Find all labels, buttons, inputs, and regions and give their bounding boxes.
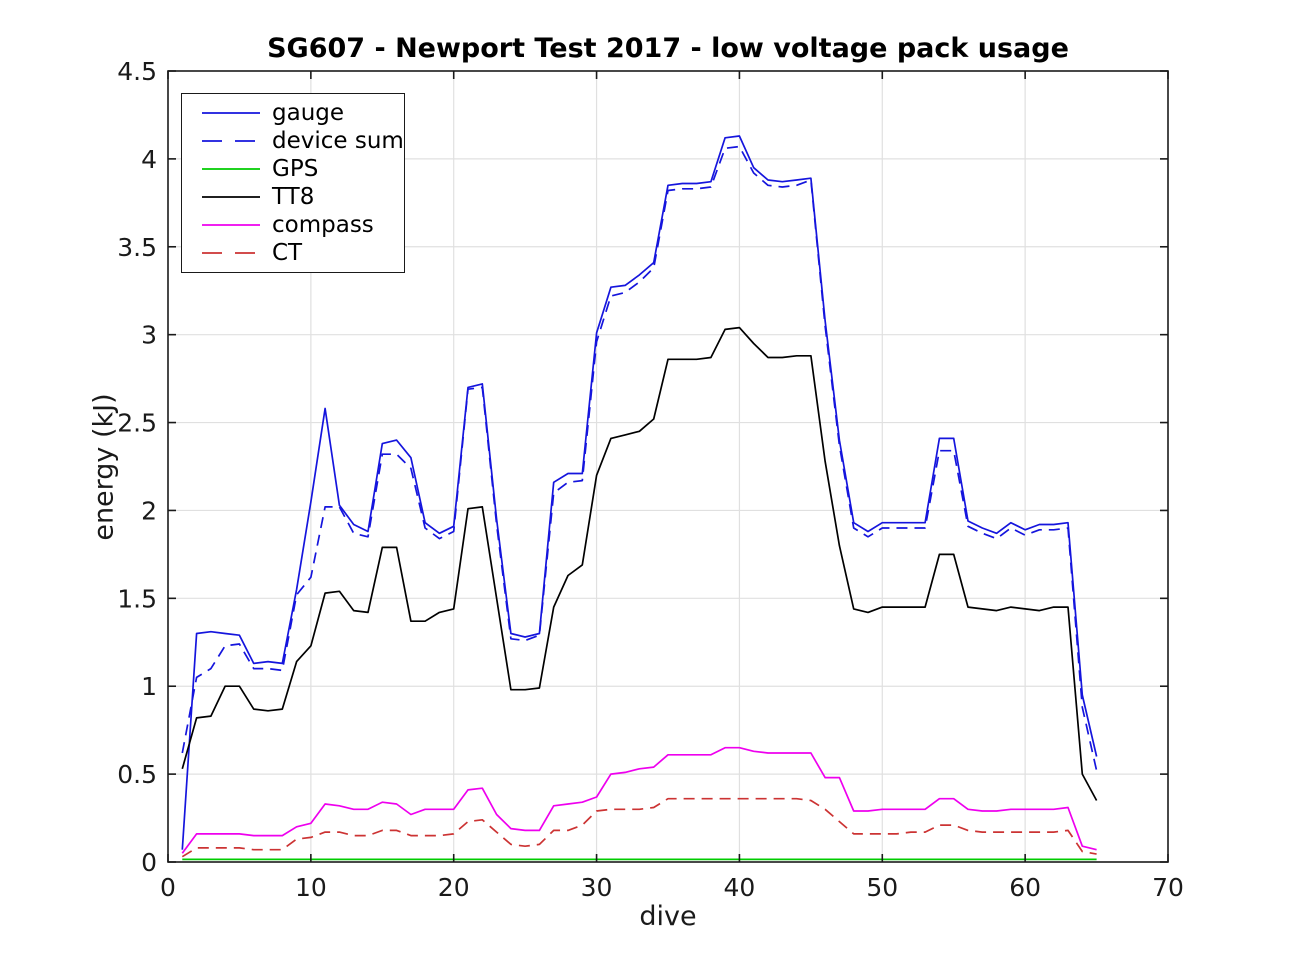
legend-line-tt8-icon [202, 196, 260, 198]
legend-item-gauge: gauge [182, 99, 404, 127]
legend-item-tt8: TT8 [182, 183, 404, 211]
series-line-device-sum [181, 145, 1098, 771]
legend-label: gauge [272, 99, 345, 126]
chart-title: SG607 - Newport Test 2017 - low voltage … [267, 33, 1069, 64]
y-tick-label: 3.5 [117, 233, 157, 262]
legend-label: CT [272, 239, 303, 266]
legend-line-gps-icon [202, 168, 260, 170]
y-tick-label: 2.5 [117, 409, 157, 438]
series-line-tt8 [181, 326, 1098, 801]
legend-label: compass [272, 211, 374, 238]
series-line-gauge [181, 135, 1098, 850]
legend-label: TT8 [272, 183, 315, 210]
legend-line-ct-icon [202, 252, 260, 254]
legend-line-device-sum-icon [202, 140, 260, 142]
x-tick-label: 20 [438, 873, 470, 902]
x-tick-label: 40 [724, 873, 756, 902]
plot-border [167, 70, 1169, 863]
y-tick-label: 1 [141, 672, 157, 701]
y-axis-label: energy (kJ) [88, 393, 120, 541]
legend-label: GPS [272, 155, 319, 182]
y-tick-label: 1.5 [117, 584, 157, 613]
x-tick-label: 50 [866, 873, 898, 902]
x-tick-label: 0 [160, 873, 176, 902]
legend-line-compass-icon [202, 224, 260, 226]
y-tick-label: 4.5 [117, 57, 157, 86]
legend-item-ct: CT [182, 239, 404, 267]
legend-item-gps: GPS [182, 155, 404, 183]
legend-item-device-sum: device sum [182, 127, 404, 155]
legend: gauge device sum GPS TT8 compass CT [181, 93, 405, 273]
x-axis-label: dive [639, 901, 697, 932]
series-line-ct [181, 797, 1097, 858]
legend-item-compass: compass [182, 211, 404, 239]
legend-label: device sum [272, 127, 404, 154]
x-tick-label: 30 [581, 873, 613, 902]
y-tick-label: 0 [141, 848, 157, 877]
y-tick-label: 4 [141, 145, 157, 174]
x-tick-label: 10 [295, 873, 327, 902]
y-tick-label: 0.5 [117, 760, 157, 789]
legend-line-gauge-icon [202, 112, 260, 114]
series-line-compass [181, 746, 1097, 854]
y-tick-label: 3 [141, 321, 157, 350]
x-tick-label: 70 [1152, 873, 1184, 902]
x-tick-label: 60 [1009, 873, 1041, 902]
y-tick-label: 2 [141, 496, 157, 525]
